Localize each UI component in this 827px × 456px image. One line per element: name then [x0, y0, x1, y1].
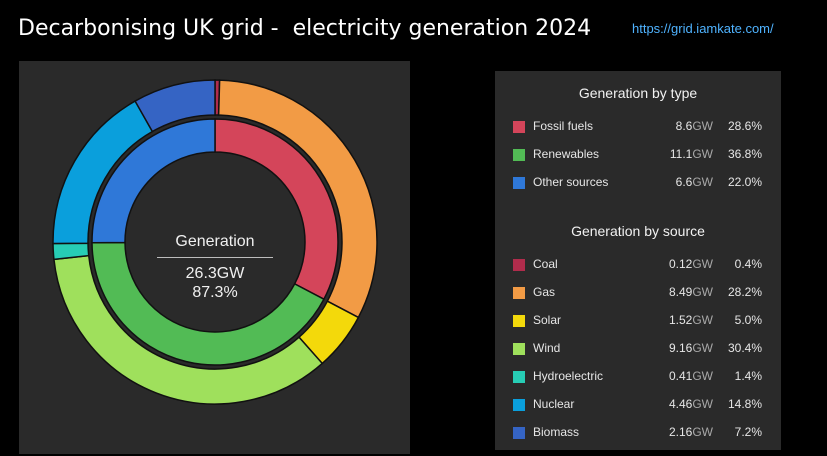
source-slice-hydroelectric[interactable]: [52, 242, 90, 261]
legend-value: 8.6GW: [675, 119, 713, 133]
center-divider: [157, 257, 273, 258]
source-legend-row-coal: Coal 0.12GW 0.4%: [513, 257, 763, 273]
source-legend-row-solar: Solar 1.52GW 5.0%: [513, 313, 763, 329]
type-slice-renewables[interactable]: [91, 241, 325, 366]
legend-percent: 7.2%: [734, 425, 762, 439]
legend-swatch: [513, 287, 525, 299]
source-legend-row-gas: Gas 8.49GW 28.2%: [513, 285, 763, 301]
legend-percent: 36.8%: [727, 147, 762, 161]
legend-value: 0.12GW: [668, 257, 713, 271]
type-legend-row-renewables: Renewables 11.1GW 36.8%: [513, 147, 763, 163]
legend-label: Solar: [533, 313, 562, 327]
legend-type-title: Generation by type: [578, 85, 698, 101]
legend-value: 4.46GW: [668, 397, 713, 411]
legend-swatch: [513, 259, 525, 271]
legend-swatch: [513, 343, 525, 355]
legend-percent: 28.2%: [727, 285, 762, 299]
center-label: Generation: [175, 233, 255, 250]
donut-chart: [52, 79, 378, 405]
type-legend-row-fossil-fuels: Fossil fuels 8.6GW 28.6%: [513, 119, 763, 135]
legend-value: 2.16GW: [668, 425, 713, 439]
source-link[interactable]: https://grid.iamkate.com/: [632, 21, 774, 36]
source-legend-row-wind: Wind 9.16GW 30.4%: [513, 341, 763, 357]
legend-value: 0.41GW: [668, 369, 713, 383]
source-slice-biomass[interactable]: [134, 79, 216, 133]
legend-label: Hydroelectric: [533, 369, 604, 383]
legend-percent: 14.8%: [727, 397, 762, 411]
type-legend-row-other-sources: Other sources 6.6GW 22.0%: [513, 175, 763, 191]
center-total: 26.3GW: [185, 265, 245, 282]
legend-percent: 22.0%: [727, 175, 762, 189]
legend-percent: 0.4%: [734, 257, 762, 271]
legend-percent: 1.4%: [734, 369, 762, 383]
legend-label: Coal: [533, 257, 558, 271]
legend-label: Fossil fuels: [533, 119, 594, 133]
legend-swatch: [513, 399, 525, 411]
legend-swatch: [513, 177, 525, 189]
type-slice-other-sources[interactable]: [91, 118, 216, 244]
legend-swatch: [513, 315, 525, 327]
center-percent: 87.3%: [192, 284, 238, 301]
donut-chart-panel: Generation 26.3GW 87.3%: [19, 61, 410, 454]
source-legend-row-hydroelectric: Hydroelectric 0.41GW 1.4%: [513, 369, 763, 385]
legend-value: 9.16GW: [668, 341, 713, 355]
source-legend-row-biomass: Biomass 2.16GW 7.2%: [513, 425, 763, 441]
legend-value: 1.52GW: [668, 313, 713, 327]
legend-label: Wind: [533, 341, 561, 355]
source-legend-row-nuclear: Nuclear 4.46GW 14.8%: [513, 397, 763, 413]
legend-percent: 28.6%: [727, 119, 762, 133]
legend-label: Biomass: [533, 425, 580, 439]
legend-label: Gas: [533, 285, 556, 299]
legend-percent: 30.4%: [727, 341, 762, 355]
legend-swatch: [513, 427, 525, 439]
legend-swatch: [513, 149, 525, 161]
legend-label: Renewables: [533, 147, 600, 161]
legend-swatch: [513, 371, 525, 383]
chart-center-summary: Generation 26.3GW 87.3%: [153, 233, 277, 302]
legend-label: Other sources: [533, 175, 609, 189]
legend-label: Nuclear: [533, 397, 575, 411]
legend-value: 8.49GW: [668, 285, 713, 299]
legend-panel: Generation by type Generation by source …: [495, 71, 781, 450]
legend-swatch: [513, 121, 525, 133]
page-title: Decarbonising UK grid - electricity gene…: [18, 16, 592, 41]
legend-value: 11.1GW: [669, 147, 713, 161]
legend-value: 6.6GW: [675, 175, 713, 189]
legend-percent: 5.0%: [734, 313, 762, 327]
legend-source-title: Generation by source: [571, 223, 705, 239]
